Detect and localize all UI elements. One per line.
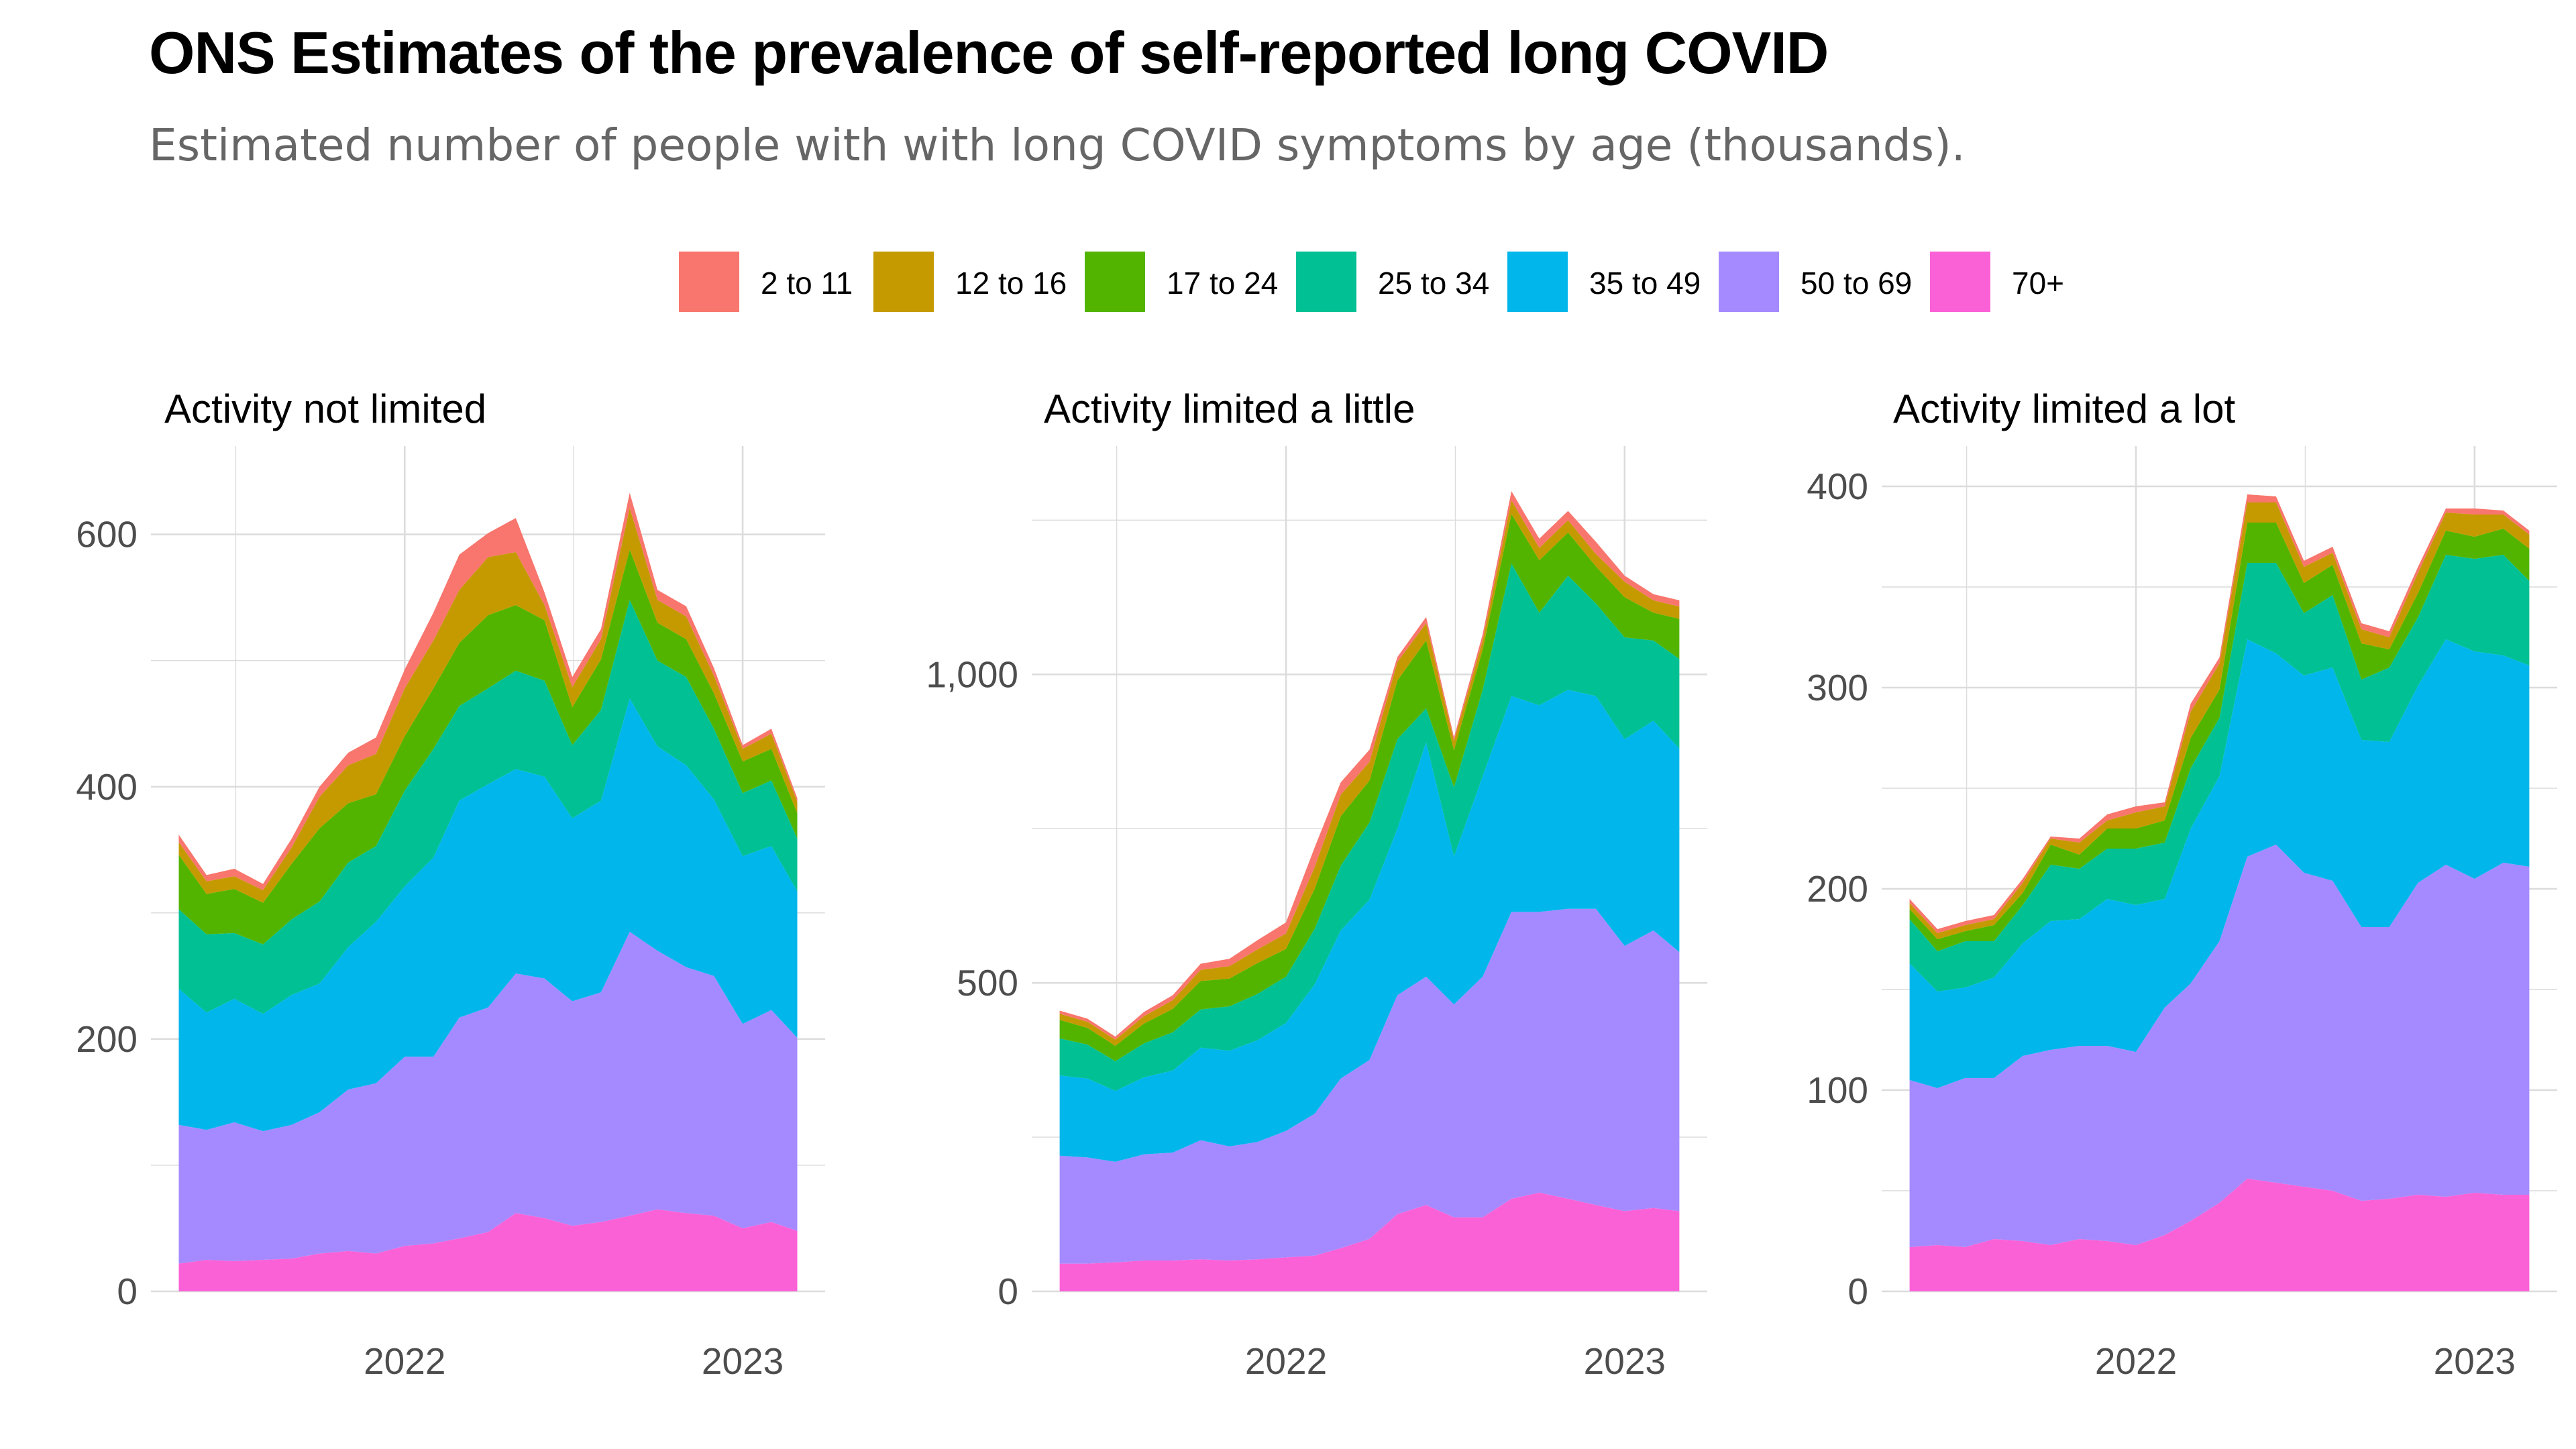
- area-series: [1909, 555, 2530, 991]
- y-tick-label: 500: [957, 962, 1018, 1004]
- area-series: [1059, 908, 1680, 1264]
- y-tick-label: 0: [117, 1271, 138, 1312]
- y-tick-label: 100: [1807, 1069, 1868, 1111]
- x-tick-label: 2022: [364, 1340, 445, 1382]
- legend-label: 2 to 11: [761, 266, 853, 301]
- legend-label: 35 to 49: [1589, 266, 1701, 301]
- area-series: [1059, 1192, 1680, 1291]
- area-series: [178, 600, 798, 1014]
- x-tick-label: 2022: [2095, 1340, 2177, 1382]
- y-tick-label: 1,000: [926, 653, 1018, 695]
- facet-title: Activity not limited: [164, 386, 486, 431]
- area-series: [178, 508, 798, 903]
- facet-panel: Activity limited a little 0 500 1,000 2022 20…: [926, 386, 1707, 1382]
- y-tick-label: 400: [76, 766, 138, 808]
- area-series: [1909, 845, 2530, 1247]
- legend-swatch: [1719, 252, 1779, 312]
- x-tick-label: 2023: [2434, 1340, 2516, 1382]
- facet-title: Activity limited a little: [1044, 386, 1415, 431]
- chart-title: ONS Estimates of the prevalence of self-…: [149, 19, 1829, 86]
- y-tick-label: 300: [1807, 667, 1868, 708]
- facet-panel: Activity not limited 0 200 400 600 2022 2023: [76, 386, 825, 1382]
- y-tick-label: 400: [1807, 466, 1868, 507]
- x-tick-label: 2023: [1584, 1340, 1666, 1382]
- area-series: [178, 932, 798, 1264]
- legend-swatch: [1296, 252, 1356, 312]
- area-series: [178, 549, 798, 945]
- legend-label: 12 to 16: [955, 266, 1067, 301]
- legend-label: 25 to 34: [1378, 266, 1490, 301]
- area-series: [1059, 563, 1680, 1091]
- legend: 2 to 11 12 to 16 17 to 24 25 to 34 35 to…: [0, 248, 2576, 315]
- x-tick-label: 2023: [702, 1340, 784, 1382]
- y-tick-label: 200: [1807, 868, 1868, 910]
- y-tick-label: 0: [998, 1271, 1018, 1312]
- legend-swatch: [1085, 252, 1145, 312]
- legend-label: 70+: [2012, 266, 2065, 301]
- legend-swatch: [1507, 252, 1568, 312]
- area-series: [1059, 690, 1680, 1162]
- area-series: [1059, 500, 1680, 1046]
- y-tick-label: 0: [1847, 1271, 1868, 1312]
- legend-swatch: [679, 252, 739, 312]
- legend-label: 17 to 24: [1167, 266, 1279, 301]
- y-tick-label: 200: [76, 1018, 138, 1060]
- area-series: [178, 698, 798, 1132]
- area-series: [1059, 514, 1680, 1061]
- area-series: [1909, 1179, 2530, 1291]
- chart-subtitle: Estimated number of people with with lon…: [149, 119, 1966, 171]
- legend-swatch: [1930, 252, 1990, 312]
- area-series: [1909, 639, 2530, 1088]
- facet-panel: Activity limited a lot 0 100 200 300 400 2022 2…: [1807, 386, 2557, 1382]
- y-tick-label: 600: [76, 514, 138, 555]
- x-tick-label: 2022: [1245, 1340, 1327, 1382]
- legend-swatch: [873, 252, 934, 312]
- area-series: [178, 1209, 798, 1291]
- legend-label: 50 to 69: [1801, 266, 1913, 301]
- facet-title: Activity limited a lot: [1893, 386, 2235, 431]
